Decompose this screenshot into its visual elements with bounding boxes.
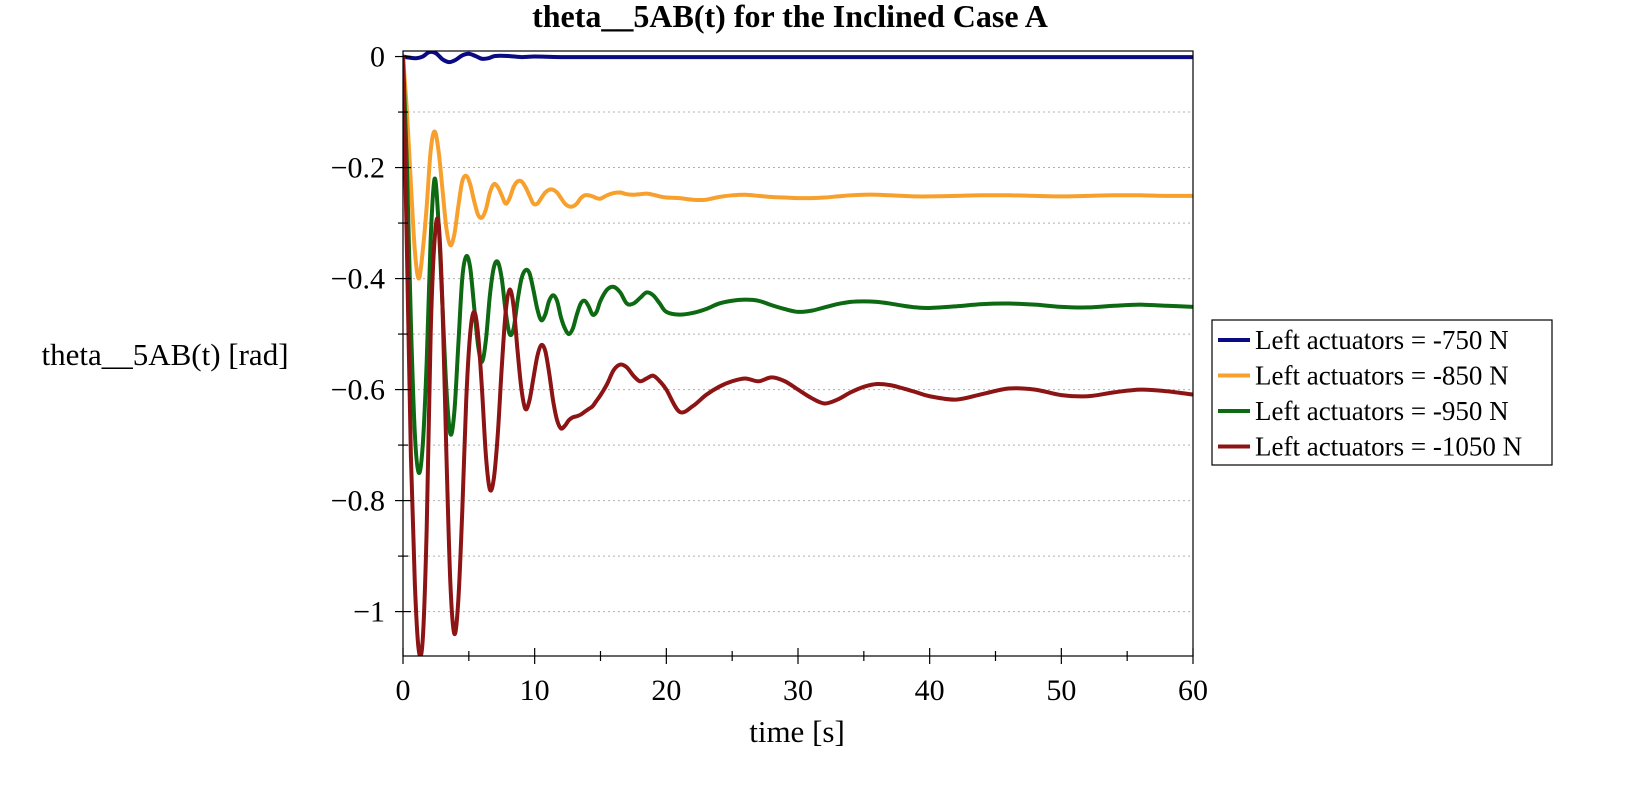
series-line-0 xyxy=(403,51,1193,65)
y-tick-label: −0.8 xyxy=(331,485,385,518)
plot-frame xyxy=(402,50,1194,657)
y-tick-label: −0.4 xyxy=(331,263,385,296)
legend-label: Left actuators = -1050 N xyxy=(1255,432,1522,462)
legend-label: Left actuators = -950 N xyxy=(1255,396,1509,426)
x-tick-label: 40 xyxy=(915,674,945,707)
y-axis-label: theta__5AB(t) [rad] xyxy=(41,337,288,372)
y-tick-label: 0 xyxy=(370,41,385,74)
axis-layer: 0 10 20 30 40 50 60 0 −0.2 −0.4 −0.6 −0.8 −1 xyxy=(331,41,1208,707)
legend-label: Left actuators = -750 N xyxy=(1255,325,1509,355)
x-tick-label: 0 xyxy=(396,674,411,707)
x-tick-label: 50 xyxy=(1046,674,1076,707)
series-line-3 xyxy=(403,54,1193,656)
y-tick-label: −0.6 xyxy=(331,374,385,407)
legend-box xyxy=(1211,319,1553,466)
grid-layer xyxy=(403,111,1193,613)
y-tick-label: −1 xyxy=(353,596,385,629)
x-tick-label: 10 xyxy=(520,674,550,707)
x-tick-label: 30 xyxy=(783,674,813,707)
legend: Left actuators = -750 N Left actuators = … xyxy=(1211,319,1553,466)
y-tick-label: −0.2 xyxy=(331,152,385,185)
series-line-2 xyxy=(403,54,1193,475)
x-tick-label: 60 xyxy=(1178,674,1208,707)
x-tick-label: 20 xyxy=(651,674,681,707)
series-layer xyxy=(403,51,1193,656)
chart-title: theta__5AB(t) for the Inclined Case A xyxy=(532,0,1048,34)
legend-label: Left actuators = -850 N xyxy=(1255,361,1509,391)
x-axis-label: time [s] xyxy=(749,714,845,749)
series-line-1 xyxy=(403,54,1193,281)
